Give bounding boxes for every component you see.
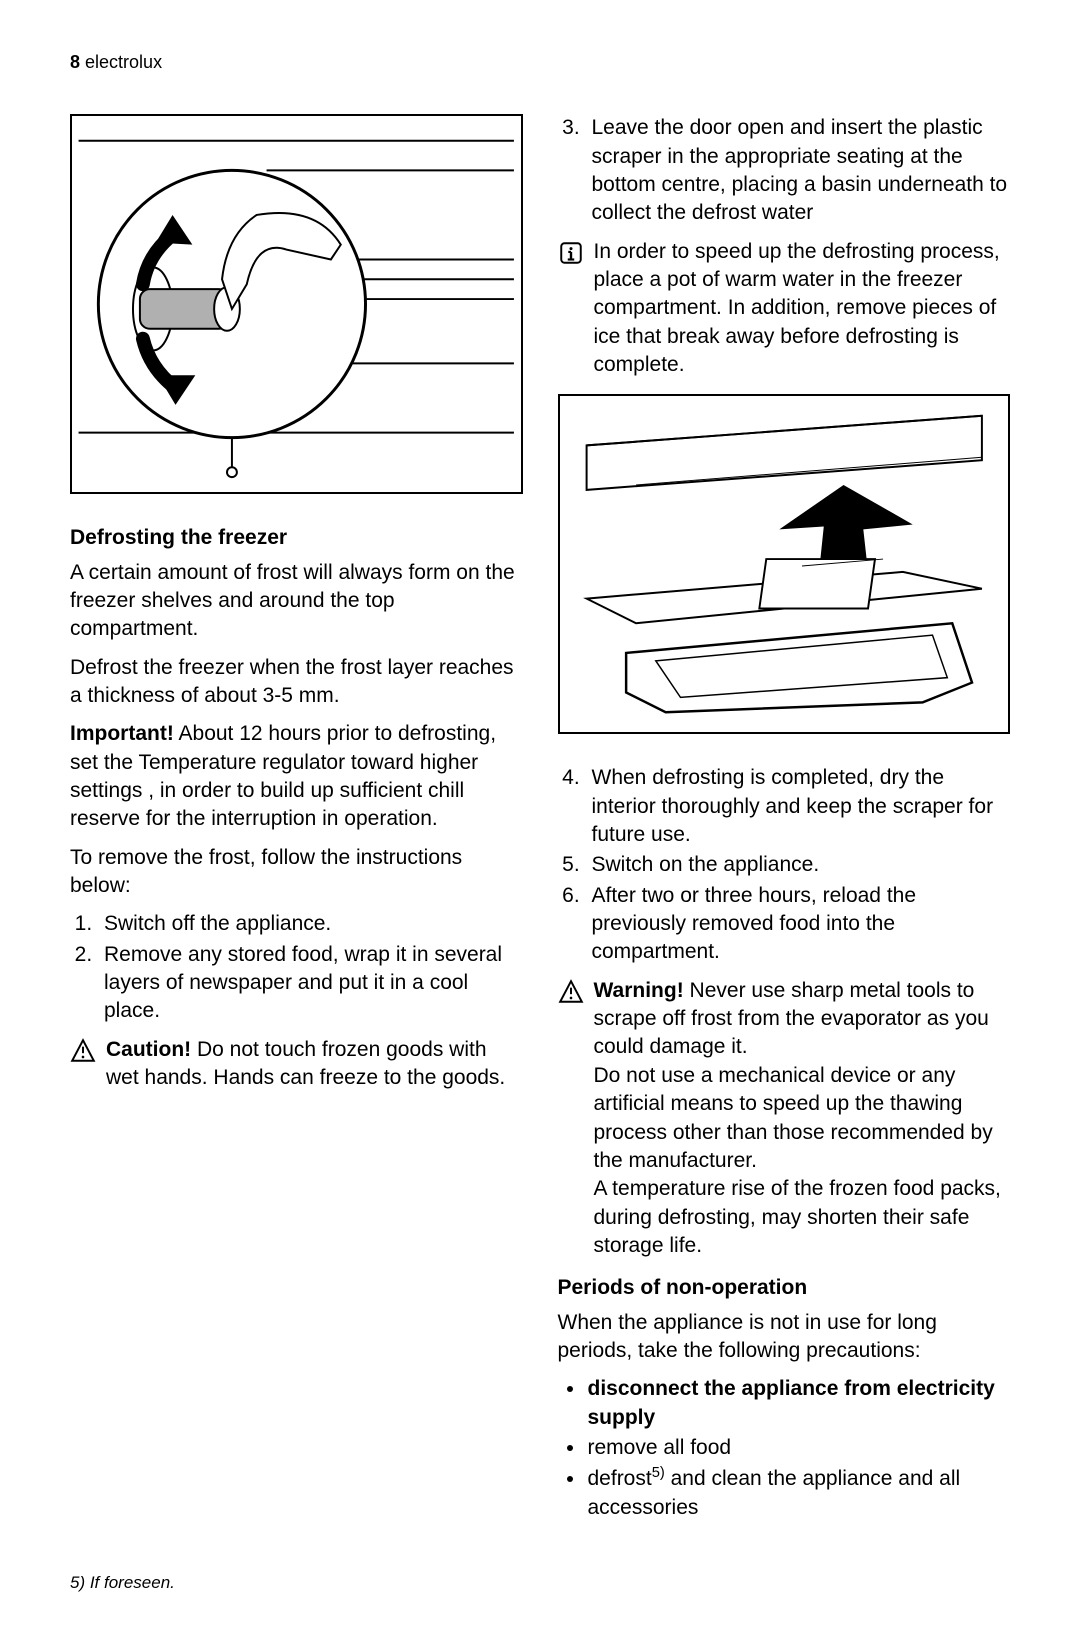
warning-icon <box>558 979 584 1005</box>
bullet-item: defrost5) and clean the appliance and al… <box>586 1464 1011 1522</box>
left-column: Defrosting the freezer A certain amount … <box>70 114 523 1532</box>
info-text: In order to speed up the defrosting proc… <box>594 238 1011 380</box>
footnote: 5) If foreseen. <box>70 1572 1010 1595</box>
bullet-bold: disconnect the appliance from electricit… <box>588 1377 995 1428</box>
paragraph: To remove the frost, follow the instruct… <box>70 844 523 901</box>
warning-text: Do not use a mechanical device or any ar… <box>594 1064 993 1172</box>
heading-defrosting-freezer: Defrosting the freezer <box>70 524 523 552</box>
steps-list-4-6: When defrosting is completed, dry the in… <box>558 764 1011 966</box>
heading-non-operation: Periods of non-operation <box>558 1274 1011 1302</box>
page-number: 8 <box>70 52 80 72</box>
steps-list-3: Leave the door open and insert the plast… <box>558 114 1011 227</box>
warning-text: A temperature rise of the frozen food pa… <box>594 1177 1001 1257</box>
caution-callout: Caution! Do not touch frozen goods with … <box>70 1036 523 1093</box>
warning-text-block: Warning! Never use sharp metal tools to … <box>594 977 1011 1260</box>
step-item: Switch on the appliance. <box>586 851 1011 879</box>
step-item: Remove any stored food, wrap it in sever… <box>98 941 523 1026</box>
bullet-pre: defrost <box>588 1467 652 1490</box>
bullet-list: disconnect the appliance from electricit… <box>558 1375 1011 1522</box>
warning-label: Warning! <box>594 979 684 1002</box>
caution-label: Caution! <box>106 1038 191 1061</box>
important-label: Important! <box>70 722 174 745</box>
bullet-item: disconnect the appliance from electricit… <box>586 1375 1011 1432</box>
content-columns: Defrosting the freezer A certain amount … <box>70 114 1010 1532</box>
footnote-ref: 5) <box>652 1465 665 1481</box>
step-item: After two or three hours, reload the pre… <box>586 882 1011 967</box>
paragraph: Defrost the freezer when the frost layer… <box>70 654 523 711</box>
illustration-thermostat-dial <box>70 114 523 494</box>
page-header: 8 electrolux <box>70 50 1010 74</box>
step-item: Switch off the appliance. <box>98 910 523 938</box>
info-icon <box>558 240 584 266</box>
warning-callout: Warning! Never use sharp metal tools to … <box>558 977 1011 1260</box>
paragraph: When the appliance is not in use for lon… <box>558 1309 1011 1366</box>
paragraph: A certain amount of frost will always fo… <box>70 559 523 644</box>
bullet-item: remove all food <box>586 1434 1011 1462</box>
important-note: Important! About 12 hours prior to defro… <box>70 720 523 833</box>
illustration-scraper-drain <box>558 394 1011 734</box>
step-item: When defrosting is completed, dry the in… <box>586 764 1011 849</box>
steps-list-1-2: Switch off the appliance. Remove any sto… <box>70 910 523 1025</box>
caution-text-block: Caution! Do not touch frozen goods with … <box>106 1036 523 1093</box>
right-column: Leave the door open and insert the plast… <box>558 114 1011 1532</box>
brand-label: electrolux <box>85 52 162 72</box>
step-item: Leave the door open and insert the plast… <box>586 114 1011 227</box>
warning-icon <box>70 1038 96 1064</box>
info-callout: In order to speed up the defrosting proc… <box>558 238 1011 380</box>
